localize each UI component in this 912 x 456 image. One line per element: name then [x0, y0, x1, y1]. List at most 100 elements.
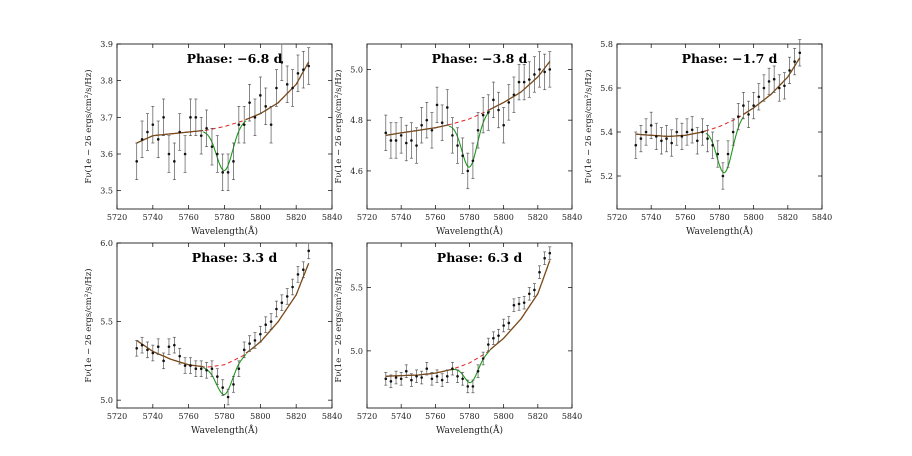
- data-point: [258, 325, 262, 343]
- data-point: [221, 379, 225, 396]
- data-marker: [269, 123, 273, 126]
- x-tick-label: 5740: [641, 213, 661, 222]
- x-tick-label: 5720: [107, 412, 127, 421]
- x-tick-label: 5780: [214, 213, 234, 222]
- x-tick-label: 5760: [425, 412, 445, 421]
- data-marker: [731, 130, 735, 134]
- data-marker: [237, 123, 241, 126]
- data-marker: [644, 130, 648, 134]
- data-point: [178, 113, 182, 151]
- data-point: [532, 56, 536, 93]
- data-marker: [665, 137, 668, 140]
- data-marker: [793, 60, 796, 63]
- data-marker: [205, 368, 208, 372]
- data-point: [167, 135, 171, 173]
- data-marker: [173, 160, 176, 163]
- data-marker: [533, 73, 536, 76]
- data-point: [747, 100, 751, 128]
- data-marker: [680, 135, 684, 138]
- data-marker: [194, 367, 198, 371]
- data-point: [445, 369, 449, 383]
- data-marker: [394, 376, 398, 379]
- data-marker: [183, 364, 187, 367]
- data-point: [517, 297, 521, 311]
- data-marker: [248, 342, 251, 345]
- data-point: [639, 125, 643, 153]
- y-axis-label: Fν(1e − 26 ergs/cm²/s/Hz): [83, 69, 94, 183]
- data-point: [517, 63, 521, 101]
- data-point: [644, 118, 648, 146]
- data-marker: [451, 134, 454, 137]
- data-marker: [476, 129, 480, 132]
- data-marker: [162, 359, 165, 363]
- data-point: [450, 361, 454, 376]
- data-marker: [307, 249, 311, 253]
- data-marker: [221, 171, 225, 174]
- data-marker: [189, 116, 192, 119]
- data-point: [285, 288, 289, 305]
- fit-line-left: [136, 339, 204, 368]
- data-marker: [199, 134, 203, 137]
- continuum-line: [136, 263, 310, 368]
- absorption-fit-line: [202, 353, 247, 396]
- data-marker: [435, 374, 439, 378]
- data-marker: [226, 171, 230, 174]
- data-marker: [788, 69, 791, 72]
- plot-frame: [116, 242, 333, 409]
- data-marker: [649, 124, 653, 127]
- absorption-fit-line: [202, 120, 247, 172]
- panel-title: Phase: 6.3 d: [437, 250, 523, 265]
- data-marker: [767, 80, 771, 83]
- data-marker: [502, 123, 505, 127]
- data-point: [145, 113, 149, 151]
- data-marker: [466, 169, 470, 173]
- data-marker: [654, 135, 658, 138]
- data-marker: [425, 367, 429, 370]
- y-tick-label: 5.6: [600, 84, 613, 93]
- data-point: [507, 316, 511, 330]
- data-marker: [721, 174, 725, 178]
- data-point: [237, 360, 241, 377]
- data-point: [649, 111, 653, 139]
- fit-line-right: [489, 61, 551, 111]
- data-point: [274, 300, 278, 318]
- panel-5: 5720 5740 5760 5780 5800 5820 5840 5.0 5.5 Wavele…: [333, 242, 582, 436]
- x-tick-label: 5740: [391, 213, 411, 222]
- data-marker: [151, 351, 155, 355]
- data-point: [481, 96, 485, 134]
- data-marker: [716, 152, 720, 156]
- data-marker: [151, 123, 155, 126]
- data-point: [210, 360, 214, 377]
- data-marker: [410, 378, 413, 382]
- data-marker: [420, 376, 423, 379]
- data-point: [420, 107, 424, 144]
- data-marker: [512, 93, 516, 97]
- data-point: [404, 364, 408, 378]
- data-point: [205, 362, 209, 379]
- data-point: [183, 357, 187, 374]
- data-point: [188, 357, 192, 374]
- data-marker: [690, 128, 694, 132]
- data-marker: [135, 160, 139, 163]
- data-point: [481, 351, 485, 366]
- data-marker: [167, 345, 171, 349]
- data-marker: [695, 139, 699, 143]
- data-point: [301, 261, 305, 278]
- data-point: [711, 131, 715, 159]
- data-marker: [253, 116, 257, 119]
- x-tick-label: 5800: [250, 412, 270, 421]
- data-point: [430, 372, 434, 386]
- data-marker: [726, 152, 730, 156]
- data-marker: [237, 367, 241, 371]
- data-marker: [742, 104, 745, 107]
- data-marker: [221, 386, 225, 389]
- panel-title: Phase: −6.8 d: [187, 51, 283, 66]
- fit-line-left: [635, 130, 706, 138]
- data-marker: [394, 139, 398, 142]
- data-marker: [415, 144, 418, 147]
- data-marker: [178, 130, 182, 134]
- x-tick-label: 5840: [322, 213, 342, 222]
- x-tick-label: 5820: [778, 213, 798, 222]
- data-point: [415, 127, 419, 164]
